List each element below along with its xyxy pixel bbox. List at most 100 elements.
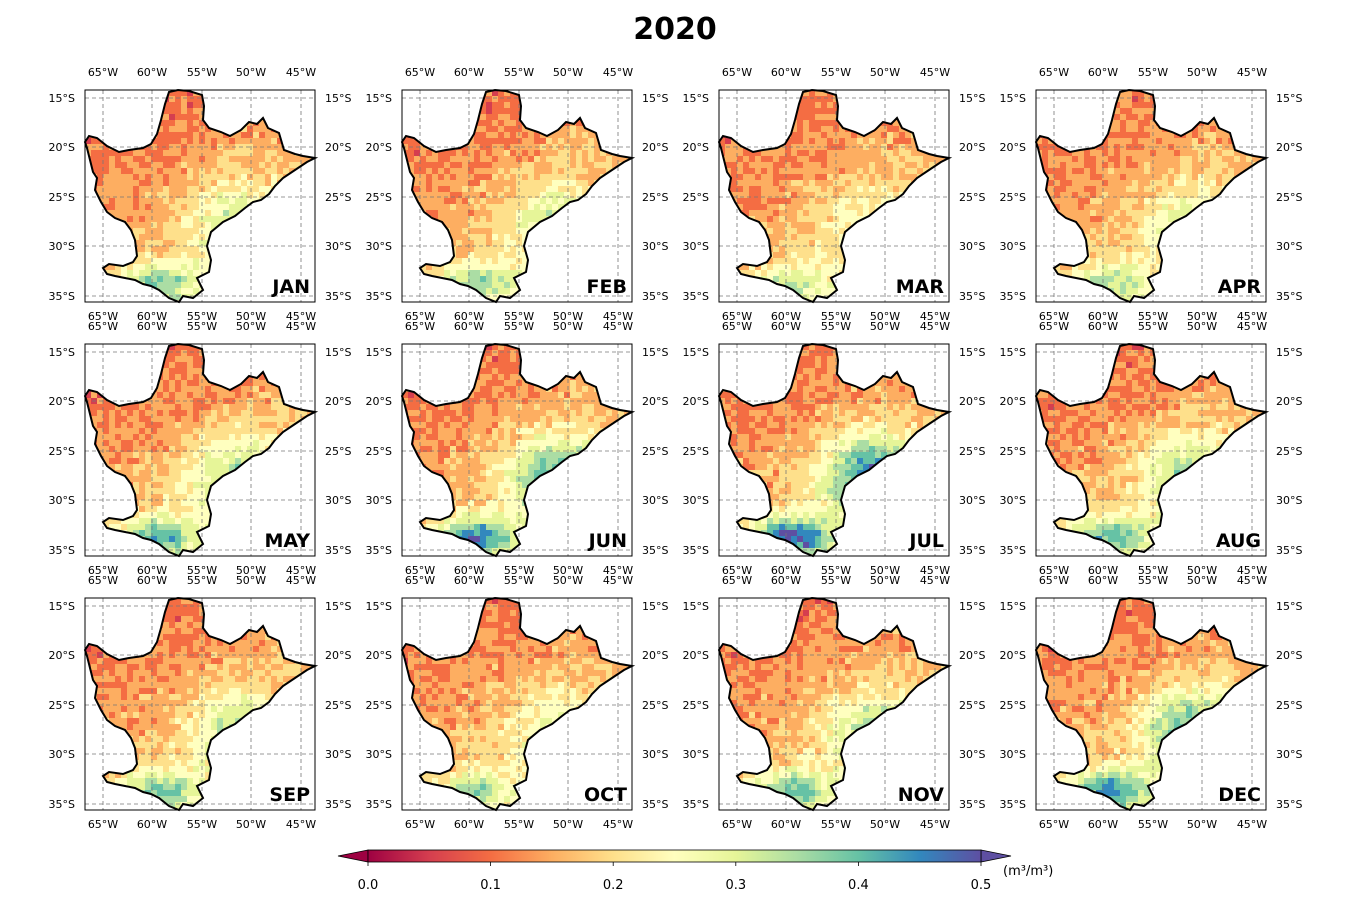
lat-tick-label-left: 25°S [49, 445, 75, 458]
lon-tick-label-top: 60°W [137, 320, 167, 333]
lat-tick-label-right: 30°S [325, 240, 351, 253]
month-label: NOV [898, 784, 945, 806]
lon-tick-label-top: 45°W [286, 320, 316, 333]
lon-tick-label-top: 50°W [870, 320, 900, 333]
lon-tick-label-top: 65°W [405, 574, 435, 587]
lat-tick-label-left: 15°S [683, 92, 709, 105]
lon-tick-label-bottom: 55°W [1138, 818, 1168, 831]
map-panel-jul: 65°W65°W60°W60°W55°W55°W50°W50°W45°W45°W… [683, 320, 986, 577]
lon-tick-label-top: 55°W [187, 320, 217, 333]
lat-tick-label-right: 30°S [642, 494, 668, 507]
lon-tick-label-bottom: 50°W [236, 818, 266, 831]
lat-tick-label-right: 20°S [325, 395, 351, 408]
lat-tick-label-left: 15°S [1000, 346, 1026, 359]
lat-tick-label-left: 20°S [1000, 395, 1026, 408]
lon-tick-label-top: 65°W [88, 574, 118, 587]
lon-tick-label-top: 65°W [722, 574, 752, 587]
lon-tick-label-top: 45°W [603, 66, 633, 79]
map-panel-nov: 65°W65°W60°W60°W55°W55°W50°W50°W45°W45°W… [683, 574, 986, 831]
lat-tick-label-right: 30°S [325, 748, 351, 761]
map-panel-sep: 65°W65°W60°W60°W55°W55°W50°W50°W45°W45°W… [49, 574, 352, 831]
lat-tick-label-left: 15°S [1000, 600, 1026, 613]
lat-tick-label-right: 30°S [642, 240, 668, 253]
lat-tick-label-left: 25°S [366, 445, 392, 458]
lat-tick-label-right: 25°S [959, 445, 985, 458]
lon-tick-label-top: 55°W [187, 66, 217, 79]
lon-tick-label-top: 55°W [504, 574, 534, 587]
lat-tick-label-right: 20°S [642, 649, 668, 662]
lat-tick-label-right: 15°S [642, 92, 668, 105]
lon-tick-label-top: 45°W [920, 574, 950, 587]
lat-tick-label-left: 25°S [49, 699, 75, 712]
lat-tick-label-right: 25°S [1276, 445, 1302, 458]
colorbar-tick-label: 0.2 [603, 878, 624, 893]
lat-tick-label-left: 35°S [683, 544, 709, 557]
colorbar-tick-label: 0.1 [480, 878, 501, 893]
lat-tick-label-left: 30°S [49, 240, 75, 253]
lat-tick-label-right: 25°S [1276, 191, 1302, 204]
lon-tick-label-top: 65°W [1039, 66, 1069, 79]
lon-tick-label-top: 60°W [137, 66, 167, 79]
month-label: JAN [270, 276, 310, 298]
colorbar-extend-high [981, 850, 1011, 862]
lat-tick-label-right: 25°S [642, 699, 668, 712]
lat-tick-label-left: 20°S [49, 649, 75, 662]
lon-tick-label-top: 45°W [920, 320, 950, 333]
lon-tick-label-top: 55°W [1138, 574, 1168, 587]
lat-tick-label-left: 15°S [366, 600, 392, 613]
map-panel-oct: 65°W 65°W 60°W 60°W 55°W 55°W 50°W 50°W 45°W 45°W… [366, 574, 669, 831]
lon-tick-label-bottom: 60°W [1088, 818, 1118, 831]
colorbar-extend-low [338, 850, 368, 862]
lon-tick-label-bottom: 60°W [771, 818, 801, 831]
lon-tick-label-top: 65°W [405, 66, 435, 79]
lon-tick-label-top: 50°W [1187, 320, 1217, 333]
lon-tick-label-bottom: 55°W [187, 818, 217, 831]
map-panel-jun: 65°W65°W60°W60°W55°W55°W50°W50°W45°W45°W… [366, 320, 669, 577]
lon-tick-label-bottom: 55°W [504, 818, 534, 831]
lon-tick-label-top: 60°W [1088, 66, 1118, 79]
lat-tick-label-right: 30°S [959, 494, 985, 507]
lat-tick-label-left: 20°S [1000, 141, 1026, 154]
lat-tick-label-right: 25°S [959, 699, 985, 712]
lat-tick-label-left: 25°S [49, 191, 75, 204]
colorbar-tick-label: 0.5 [971, 878, 992, 893]
lat-tick-label-left: 30°S [683, 240, 709, 253]
lat-tick-label-left: 15°S [49, 92, 75, 105]
month-label: JUN [587, 530, 627, 552]
lon-tick-label-top: 60°W [1088, 320, 1118, 333]
lat-tick-label-right: 35°S [959, 798, 985, 811]
lat-tick-label-right: 35°S [1276, 798, 1302, 811]
lat-tick-label-left: 20°S [366, 395, 392, 408]
lon-tick-label-bottom: 50°W [870, 818, 900, 831]
lat-tick-label-right: 15°S [325, 600, 351, 613]
lat-tick-label-right: 20°S [1276, 395, 1302, 408]
lon-tick-label-bottom: 45°W [1237, 818, 1267, 831]
lat-tick-label-left: 35°S [683, 290, 709, 303]
lon-tick-label-top: 55°W [504, 320, 534, 333]
lon-tick-label-top: 60°W [771, 66, 801, 79]
lon-tick-label-top: 50°W [236, 574, 266, 587]
month-label: FEB [587, 276, 627, 298]
lat-tick-label-left: 30°S [1000, 240, 1026, 253]
lat-tick-label-left: 35°S [49, 290, 75, 303]
map-panel-may: 65°W65°W60°W60°W55°W55°W50°W50°W45°W45°W… [49, 320, 352, 577]
lon-tick-label-top: 55°W [1138, 320, 1168, 333]
lon-tick-label-top: 65°W [1039, 320, 1069, 333]
lon-tick-label-bottom: 50°W [1187, 818, 1217, 831]
lat-tick-label-left: 25°S [1000, 699, 1026, 712]
lat-tick-label-right: 15°S [325, 346, 351, 359]
lon-tick-label-top: 60°W [454, 320, 484, 333]
lat-tick-label-left: 30°S [49, 748, 75, 761]
lon-tick-label-top: 50°W [553, 66, 583, 79]
lat-tick-label-right: 35°S [959, 544, 985, 557]
lat-tick-label-left: 20°S [683, 395, 709, 408]
lon-tick-label-top: 45°W [1237, 320, 1267, 333]
lon-tick-label-top: 65°W [88, 66, 118, 79]
lat-tick-label-right: 30°S [959, 748, 985, 761]
lat-tick-label-left: 35°S [49, 798, 75, 811]
lat-tick-label-right: 15°S [642, 600, 668, 613]
lat-tick-label-right: 20°S [325, 141, 351, 154]
lat-tick-label-right: 30°S [959, 240, 985, 253]
lat-tick-label-left: 35°S [683, 798, 709, 811]
lat-tick-label-right: 25°S [1276, 699, 1302, 712]
